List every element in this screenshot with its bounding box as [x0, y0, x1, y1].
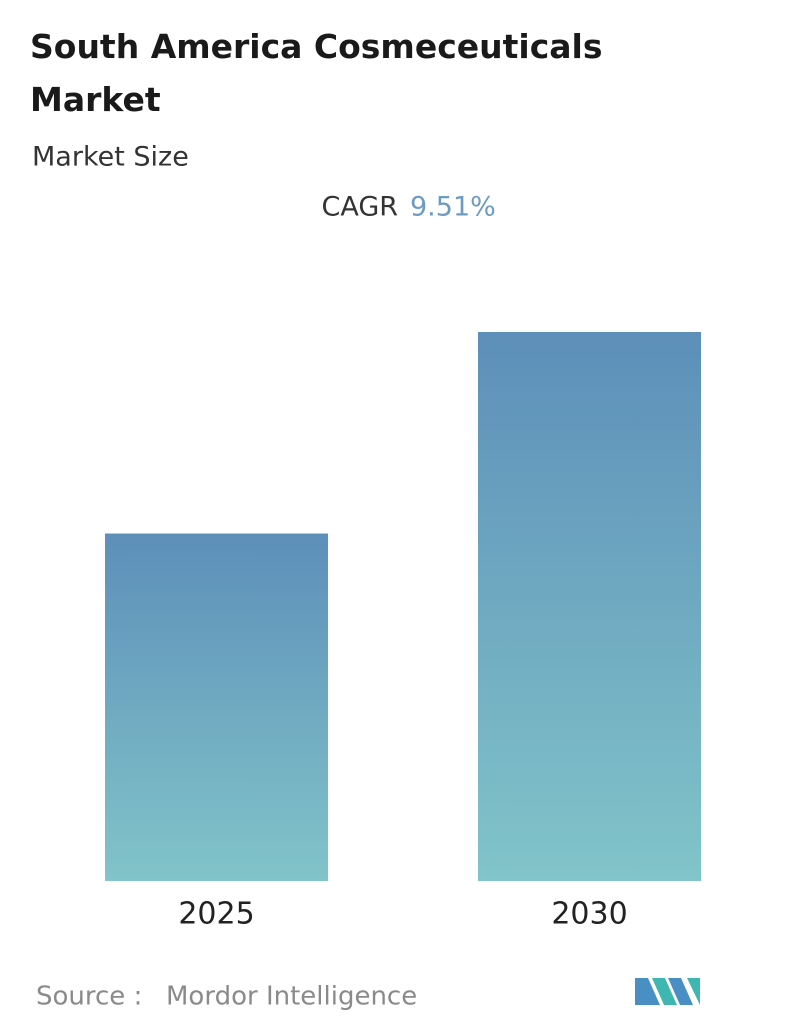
chart-title: South America Cosmeceuticals Market [30, 27, 603, 119]
source: Mordor Intelligence [166, 982, 417, 1012]
subtitle: Market Size [32, 142, 189, 173]
bar [105, 533, 328, 881]
cagr-value: 9.51% [410, 192, 496, 223]
title-box: South America Cosmeceuticals Market [30, 27, 603, 119]
x-tick-label: 2030 [551, 897, 627, 932]
bar [478, 332, 701, 881]
logo [635, 978, 700, 1005]
x-tick-label: 2025 [178, 897, 254, 932]
source-label: Source : [36, 982, 142, 1012]
cagr-label: CAGR [321, 192, 398, 223]
